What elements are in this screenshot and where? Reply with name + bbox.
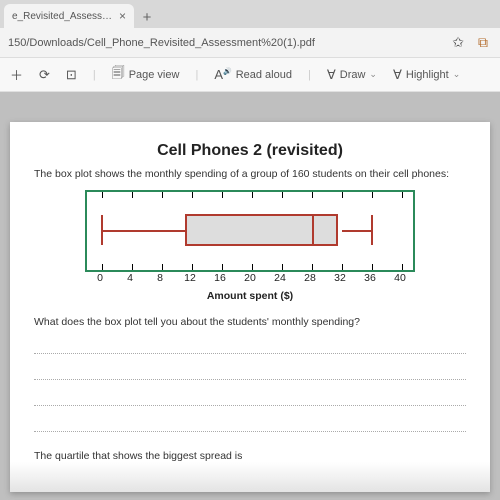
- read-aloud-icon: A🔊: [214, 67, 231, 82]
- highlight-icon: ∀: [393, 67, 402, 83]
- plus-icon: ＋: [10, 65, 23, 84]
- axis-tick-label: 24: [274, 272, 286, 284]
- read-aloud-label: Read aloud: [236, 69, 292, 81]
- page-view-icon: 🗐: [112, 64, 125, 86]
- draw-button[interactable]: ∀ Draw⌄: [327, 67, 377, 83]
- boxplot-canvas: [85, 190, 415, 272]
- question-2: The quartile that shows the biggest spre…: [34, 450, 466, 462]
- toolbar-sep: |: [308, 69, 311, 81]
- rotate-button[interactable]: ⟳: [39, 67, 50, 83]
- page-view-label: Page view: [129, 69, 180, 81]
- browser-tab-strip: e_Revisited_Assessme × +: [0, 0, 500, 28]
- address-actions: ✩ ⧉: [452, 34, 492, 51]
- draw-icon: ∀: [327, 67, 336, 83]
- boxplot-plot-area: [102, 192, 398, 270]
- boxplot-axis: 0 4 8 12 16 20 24 28 32 36 40: [85, 272, 415, 288]
- axis-tick-label: 0: [97, 272, 103, 284]
- axis-title: Amount spent ($): [85, 290, 415, 302]
- document-viewport[interactable]: Cell Phones 2 (revisited) The box plot s…: [0, 92, 500, 500]
- page-view-button[interactable]: 🗐 Page view: [112, 64, 180, 86]
- axis-tick-label: 8: [157, 272, 163, 284]
- axis-tick-label: 12: [184, 272, 196, 284]
- question-1: What does the box plot tell you about th…: [34, 316, 466, 328]
- axis-tick-label: 28: [304, 272, 316, 284]
- page-fade: [10, 462, 490, 492]
- new-tab-button[interactable]: +: [134, 6, 160, 28]
- axis-tick-label: 20: [244, 272, 256, 284]
- document-title: Cell Phones 2 (revisited): [34, 142, 466, 160]
- collections-icon[interactable]: ⧉: [478, 34, 488, 51]
- toolbar-sep: |: [195, 69, 198, 81]
- axis-tick-label: 4: [127, 272, 133, 284]
- read-aloud-button[interactable]: A🔊 Read aloud: [214, 67, 292, 82]
- draw-label: Draw: [340, 69, 366, 81]
- highlight-label: Highlight: [406, 69, 449, 81]
- answer-line: [34, 414, 466, 432]
- close-icon[interactable]: ×: [119, 9, 126, 23]
- chevron-down-icon: ⌄: [369, 69, 377, 80]
- axis-tick-label: 36: [364, 272, 376, 284]
- fit-button[interactable]: ⊡: [66, 67, 77, 83]
- pdf-toolbar: ＋ ⟳ ⊡ | 🗐 Page view | A🔊 Read aloud | ∀ Dra…: [0, 58, 500, 92]
- axis-tick-label: 40: [394, 272, 406, 284]
- axis-tick-label: 32: [334, 272, 346, 284]
- favorite-icon[interactable]: ✩: [452, 34, 464, 51]
- highlight-button[interactable]: ∀ Highlight ⌄: [393, 67, 460, 83]
- answer-line: [34, 336, 466, 354]
- browser-tab[interactable]: e_Revisited_Assessme ×: [4, 4, 134, 28]
- answer-line: [34, 362, 466, 380]
- tab-title: e_Revisited_Assessme: [12, 11, 113, 22]
- url-text[interactable]: 150/Downloads/Cell_Phone_Revisited_Asses…: [8, 37, 452, 49]
- axis-tick-label: 16: [214, 272, 226, 284]
- boxplot-figure: 0 4 8 12 16 20 24 28 32 36 40 Amount spent ($): [85, 190, 415, 302]
- chevron-down-icon: ⌄: [453, 69, 461, 80]
- rotate-icon: ⟳: [39, 67, 50, 83]
- fit-icon: ⊡: [66, 67, 77, 83]
- toolbar-sep: |: [93, 69, 96, 81]
- answer-line: [34, 388, 466, 406]
- pdf-page: Cell Phones 2 (revisited) The box plot s…: [10, 122, 490, 492]
- zoom-in-button[interactable]: ＋: [10, 65, 23, 84]
- address-bar: 150/Downloads/Cell_Phone_Revisited_Asses…: [0, 28, 500, 58]
- intro-text: The box plot shows the monthly spending …: [34, 168, 466, 180]
